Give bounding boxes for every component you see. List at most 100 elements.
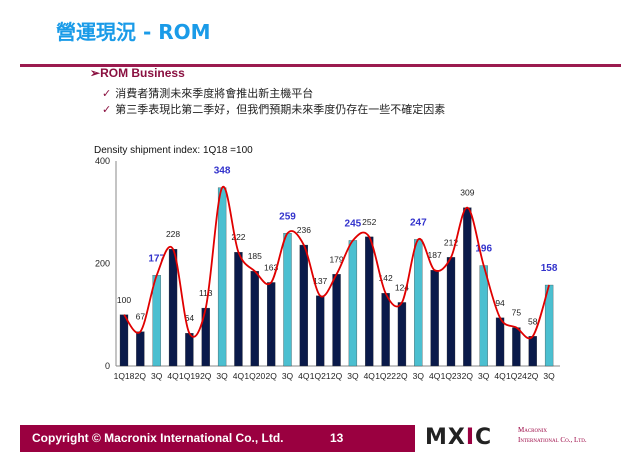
data-label: 179: [329, 254, 343, 264]
x-tick-label: 3Q: [282, 371, 294, 381]
data-label: 185: [248, 251, 262, 261]
bar: [168, 248, 178, 367]
x-tick-label: 2Q: [200, 371, 212, 381]
bar: [397, 302, 407, 367]
x-tick-label: 1Q19: [179, 371, 200, 381]
data-label: 245: [345, 218, 362, 229]
bar: [528, 336, 537, 367]
data-label: 247: [410, 217, 427, 228]
x-tick-label: 1Q23: [441, 371, 462, 381]
x-tick-label: 3Q: [543, 371, 555, 381]
x-tick-label: 4Q: [233, 371, 245, 381]
company-line2: International Co., Ltd.: [518, 436, 587, 444]
section-heading: ➢ROM Business: [90, 66, 185, 80]
bar: [283, 233, 292, 367]
data-label: 113: [199, 288, 213, 298]
check-icon: ✓: [102, 87, 112, 100]
x-tick-label: 4Q: [494, 371, 506, 381]
x-tick-label: 1Q24: [506, 371, 527, 381]
data-label: 163: [264, 262, 278, 272]
company-line1: Macronix: [518, 426, 548, 434]
y-tick-label: 200: [95, 259, 110, 269]
data-label: 236: [297, 225, 311, 235]
y-tick-label: 0: [105, 361, 110, 371]
data-label: 252: [362, 217, 376, 227]
data-label: 177: [148, 253, 165, 264]
bar: [430, 270, 439, 367]
x-tick-label: 2Q: [462, 371, 474, 381]
copyright: Copyright © Macronix International Co., …: [32, 431, 284, 445]
bar: [136, 331, 145, 367]
data-label: 94: [495, 298, 505, 308]
x-tick-label: 2Q: [135, 371, 147, 381]
bar: [119, 314, 129, 367]
bar: [414, 239, 423, 367]
x-tick-label: 4Q: [364, 371, 376, 381]
bar: [479, 265, 488, 367]
x-tick-label: 1Q20: [244, 371, 265, 381]
bar: [152, 275, 161, 367]
x-tick-label: 2Q: [331, 371, 343, 381]
data-label: 64: [185, 313, 195, 323]
data-label: 137: [313, 276, 327, 286]
x-tick-label: 4Q: [298, 371, 310, 381]
check-icon: ✓: [102, 103, 112, 116]
x-tick-label: 4Q: [167, 371, 179, 381]
bar-chart: 0 200 400 100 1Q18 67 2Q 177 3Q 228 4Q 64 1Q19 113 2Q 3…: [95, 156, 560, 381]
bar: [316, 295, 325, 367]
y-tick-label: 400: [95, 156, 110, 166]
x-tick-label: 3Q: [413, 371, 425, 381]
bullet-text: 第三季表現比第二季好，但我們預期未來季度仍存在一些不確定因素: [115, 103, 446, 116]
data-label: 212: [444, 237, 458, 247]
bar: [463, 207, 472, 367]
x-tick-label: 1Q21: [310, 371, 331, 381]
title-divider: [20, 64, 621, 67]
section-label: ROM Business: [100, 66, 185, 80]
bar: [348, 240, 358, 367]
mxic-logo: MXIC: [425, 425, 493, 450]
data-label: 124: [395, 282, 409, 292]
data-label: 348: [214, 166, 231, 177]
data-label: 309: [460, 188, 474, 198]
x-tick-label: 3Q: [216, 371, 228, 381]
bullet-2: ✓ 第三季表現比第二季好，但我們預期未來季度仍存在一些不確定因素: [102, 101, 445, 117]
data-label: 259: [279, 211, 296, 222]
bar: [266, 282, 276, 367]
company-name: Macronix International Co., Ltd.: [518, 425, 587, 445]
x-tick-label: 1Q18: [114, 371, 135, 381]
bar: [250, 271, 259, 367]
bar: [332, 274, 341, 367]
data-label: 67: [136, 312, 146, 322]
data-label: 142: [379, 273, 393, 283]
x-tick-label: 2Q: [527, 371, 539, 381]
bar: [234, 252, 243, 367]
x-tick-label: 2Q: [265, 371, 277, 381]
chart-title: Density shipment index: 1Q18 =100: [94, 145, 253, 156]
x-tick-label: 2Q: [396, 371, 408, 381]
bar: [512, 327, 521, 367]
data-label: 75: [512, 308, 522, 318]
data-label: 222: [231, 232, 245, 242]
x-tick-label: 3Q: [478, 371, 490, 381]
bar: [185, 333, 194, 367]
bullet-1: ✓ 消費者猜測未來季度將會推出新主機平台: [102, 85, 313, 101]
x-tick-label: 3Q: [347, 371, 359, 381]
bullet-text: 消費者猜測未來季度將會推出新主機平台: [115, 87, 314, 100]
footer-bar: Copyright © Macronix International Co., …: [20, 425, 415, 452]
trend-line: [123, 185, 550, 340]
bar: [217, 187, 227, 367]
x-tick-label: 1Q22: [375, 371, 396, 381]
page-number: 13: [330, 431, 344, 445]
x-tick-label: 4Q: [429, 371, 441, 381]
bar: [365, 236, 374, 367]
data-label: 228: [166, 229, 180, 239]
bar: [299, 244, 309, 367]
data-label: 100: [117, 295, 131, 305]
page-title: 營運現況 - ROM: [56, 20, 211, 44]
x-tick-label: 3Q: [151, 371, 163, 381]
data-label: 158: [541, 263, 558, 274]
bar: [381, 293, 390, 367]
bar: [446, 257, 456, 367]
data-label: 58: [528, 316, 538, 326]
data-label: 196: [475, 244, 492, 255]
